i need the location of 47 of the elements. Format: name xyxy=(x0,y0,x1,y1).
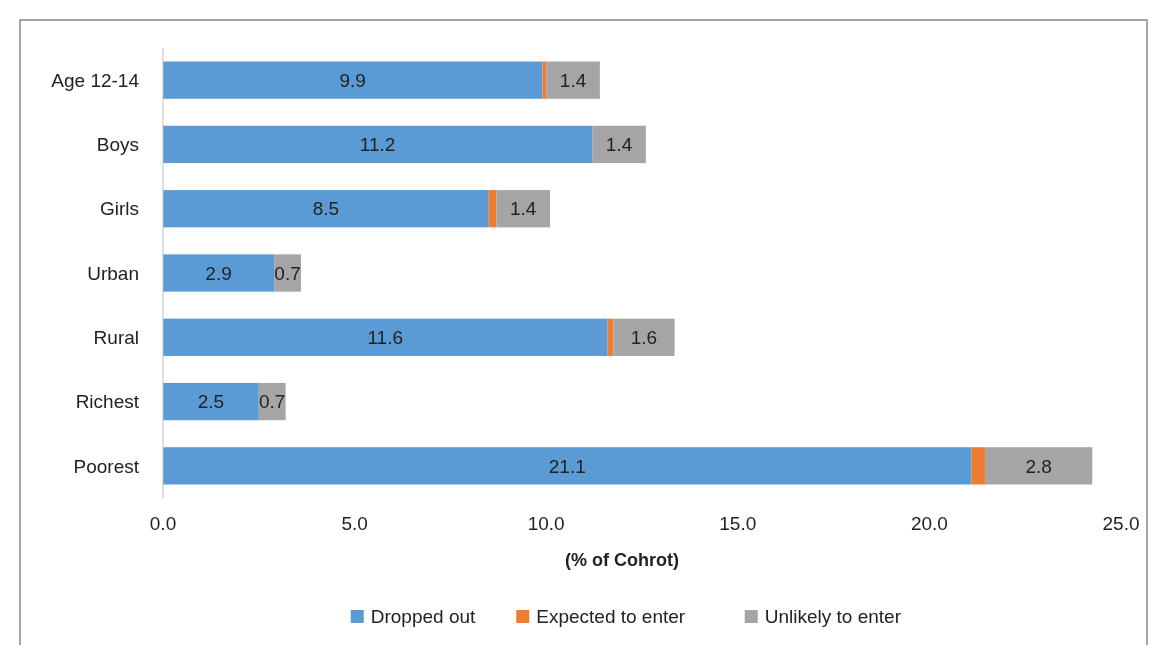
data-label: 11.2 xyxy=(359,134,396,156)
bar xyxy=(488,190,497,228)
y-tick-label: Poorest xyxy=(73,455,140,477)
x-axis-title: (% of Cohrot) xyxy=(565,550,679,570)
data-label: 2.5 xyxy=(197,391,225,413)
bar xyxy=(163,318,608,356)
bar xyxy=(984,447,1093,485)
bar xyxy=(496,190,551,228)
data-label: 1.6 xyxy=(630,326,658,348)
bar xyxy=(163,61,543,99)
bar xyxy=(546,61,600,99)
x-tick-label: 0.0 xyxy=(149,513,177,534)
y-tick-label: Age 12-14 xyxy=(51,69,140,91)
data-label: 9.9 xyxy=(339,69,366,91)
x-tick-label: 10.0 xyxy=(527,513,565,534)
y-tick-label: Boys xyxy=(96,134,139,156)
data-label: 2.9 xyxy=(205,262,232,284)
bar xyxy=(971,447,985,485)
bar xyxy=(274,254,301,292)
data-label: 1.4 xyxy=(510,198,537,220)
x-tick-label: 15.0 xyxy=(719,513,757,534)
data-label: 1.4 xyxy=(559,69,587,91)
x-tick-label: 25.0 xyxy=(1102,513,1140,534)
y-tick-label: Rural xyxy=(93,326,139,348)
bar xyxy=(542,61,547,99)
bar xyxy=(163,382,259,421)
bar xyxy=(592,125,646,164)
data-label: 8.5 xyxy=(312,198,340,220)
y-tick-label: Urban xyxy=(87,262,139,284)
legend-label: Unlikely to enter xyxy=(764,606,902,627)
y-tick-label: Girls xyxy=(99,198,139,220)
legend-label: Expected to enter xyxy=(536,606,686,627)
data-label: 2.8 xyxy=(1025,455,1052,477)
x-tick-label: 5.0 xyxy=(341,513,368,534)
bar xyxy=(163,447,972,485)
x-tick-label: 20.0 xyxy=(910,513,948,534)
bar xyxy=(163,125,593,164)
y-tick-label: Richest xyxy=(75,391,140,413)
data-label: 21.1 xyxy=(548,455,586,477)
bar xyxy=(163,190,489,228)
data-label: 11.6 xyxy=(367,326,404,348)
data-label: 1.4 xyxy=(605,134,633,156)
bar xyxy=(613,318,675,356)
data-label: 0.7 xyxy=(259,391,286,413)
bar xyxy=(163,254,275,292)
legend-label: Dropped out xyxy=(370,606,477,627)
data-label: 0.7 xyxy=(274,262,301,284)
